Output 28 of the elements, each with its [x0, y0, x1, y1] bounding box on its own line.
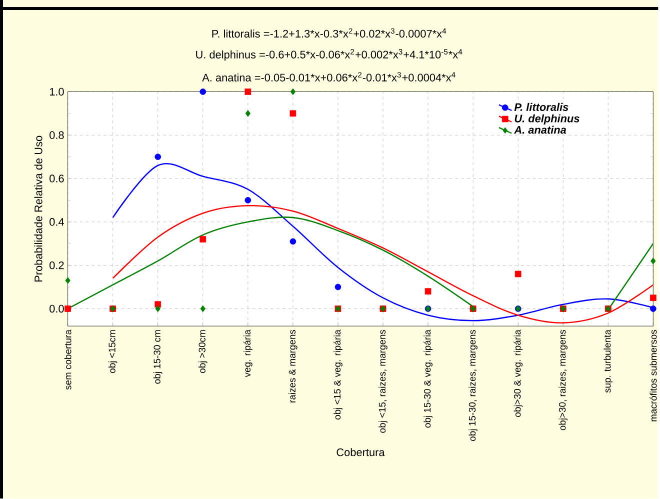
x-tick-label: obj <15, raizes, margens — [378, 330, 388, 433]
x-tick-label: obj>30, raizes, margens — [558, 330, 568, 430]
y-axis-title: Probabilidade Relativa de Uso — [34, 136, 42, 282]
x-tick-label: obj <15 & veg. ripária — [334, 330, 342, 420]
x-tick-label: obj>30 & veg. ripária — [514, 330, 523, 418]
x-tick-label: veg. ripária — [243, 330, 252, 378]
legend-label: A. anatina — [514, 126, 566, 134]
y-tick-label: 0.8 — [50, 131, 64, 140]
text: U. delphinus =-0.6+0.5*x-0.06*x$^{2}$+0.002*x$^{3}$+4.1*10$^{-5}$*x$^{4}$ — [196, 49, 462, 61]
x-axis-title: Cobertura — [336, 448, 385, 456]
y-tick-label: 1.0 — [50, 88, 64, 96]
x-tick-label: sem cobertura — [64, 330, 72, 390]
x-tick-label: sup. turbulenta — [604, 330, 613, 393]
legend-label: P. littoralis — [514, 103, 568, 112]
x-tick-label: obj <15cm — [108, 330, 118, 374]
x-tick-label: obj 15-30, raizes, margens — [468, 330, 478, 442]
text: P. littoralis =-1.2+1.3*x-0.3*x$^{2}$+0.02*x$^{3}$-0.0007*x$^{4}$ — [212, 28, 446, 38]
x-tick-label: raizes & margens — [288, 330, 298, 403]
x-tick-label: obj 15-30 & veg. ripária — [424, 330, 432, 428]
y-tick-label: 0.2 — [50, 262, 64, 270]
x-tick-label: obj 15-30 cm — [153, 330, 162, 384]
y-tick-label: 0.6 — [50, 174, 64, 183]
x-tick-label: obj >30cm — [198, 330, 208, 374]
y-tick-label: 0.0 — [50, 305, 64, 313]
y-tick-label: 0.4 — [50, 218, 64, 226]
text: A. anatina =-0.05-0.01*x+0.06*x$^{2}$-0.01*x$^{3}$+0.0004*x$^{4}$ — [202, 72, 456, 82]
legend-label: U. delphinus — [514, 114, 580, 125]
x-tick-label: macrófitos submersos — [650, 330, 657, 422]
